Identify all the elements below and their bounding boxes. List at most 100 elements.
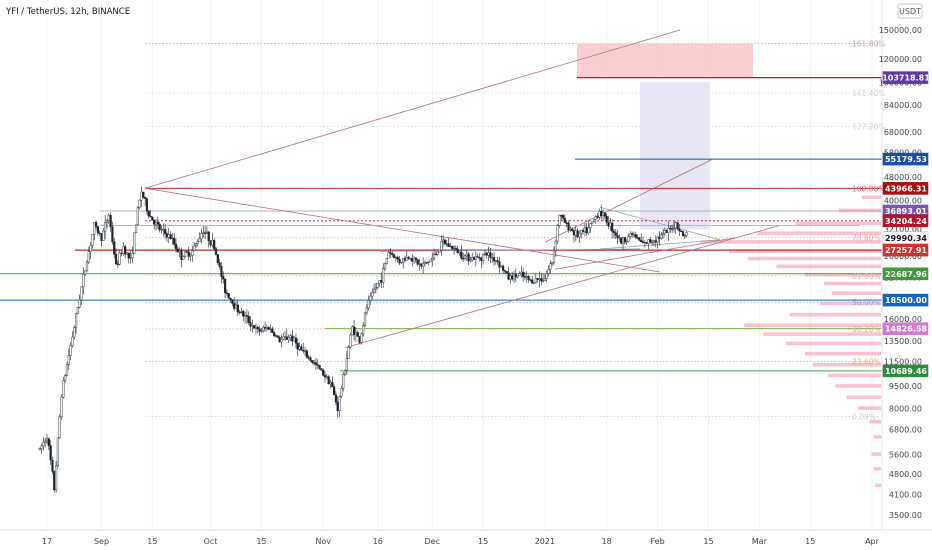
candle-body [471, 257, 474, 261]
candle-body [302, 350, 305, 352]
candle-body [625, 241, 628, 243]
candle-body [485, 252, 488, 256]
candle-body [263, 327, 267, 329]
candle-body [267, 327, 270, 330]
candle-body [663, 229, 666, 234]
candle-body [681, 231, 685, 237]
candle-body [202, 232, 205, 234]
candle-body [643, 241, 646, 244]
candle-body [452, 247, 456, 250]
candle-body [531, 279, 534, 284]
candle-body [331, 382, 334, 388]
candle-body [398, 258, 401, 264]
price-tick-label: 6800.00 [889, 425, 922, 434]
candle-body [109, 214, 112, 227]
price-label-box [882, 182, 929, 195]
price-tick-label: 9500.00 [889, 382, 922, 391]
candle-body [333, 386, 336, 395]
candle-body [627, 236, 630, 242]
candle-body [509, 275, 512, 280]
candle-body [380, 280, 383, 283]
candle-body [365, 307, 368, 314]
candle-body [538, 278, 541, 280]
candle-body [158, 223, 161, 231]
time-axis[interactable]: 17 Sep 15 Oct 15 Nov 16 Dec 15 2021 18 Feb 15 Mar 15 Ap… [42, 537, 880, 546]
candle-body [329, 382, 332, 385]
candle-body [89, 245, 92, 252]
volume-profile-bar [776, 264, 881, 269]
candle-body [420, 263, 423, 267]
candle-body [620, 237, 623, 244]
trend-line [599, 239, 721, 250]
candle-body [74, 313, 78, 328]
candle-body [534, 278, 537, 283]
candle-body [231, 299, 234, 304]
price-label-box [882, 243, 929, 257]
price-tick-label: 68000.00 [884, 128, 922, 137]
price-label-text: 43966.31 [885, 184, 927, 193]
candle-body [374, 287, 378, 290]
candle-body [556, 225, 559, 242]
candle-body [360, 333, 363, 343]
volume-profile-bar [858, 406, 881, 410]
candle-body [283, 336, 287, 338]
candle-body [136, 207, 139, 225]
candle-body [442, 239, 445, 242]
candle-body [491, 257, 494, 259]
candle-body [174, 244, 178, 250]
volume-profile-bar [805, 351, 881, 356]
candle-body [162, 228, 165, 231]
price-label-box [882, 214, 929, 228]
candle-body [478, 257, 481, 259]
candle-body [522, 271, 525, 277]
candle-body [476, 256, 479, 258]
chart-title: YFI / TetherUS, 12h, BINANCE [5, 7, 130, 17]
candle-body [665, 229, 668, 233]
candle-body [465, 253, 468, 256]
trend-line [554, 237, 736, 270]
candle-body [340, 388, 343, 397]
candle-body [460, 251, 463, 259]
candle-body [525, 276, 528, 278]
candle-body [636, 237, 639, 239]
candle-body [609, 222, 612, 227]
candle-body [396, 256, 399, 260]
candle-body [385, 258, 388, 264]
candle-body [580, 230, 583, 234]
fib-level-label: 127.20% [852, 123, 885, 132]
candle-body [583, 227, 586, 232]
candle-body [527, 276, 530, 280]
candle-body [44, 440, 47, 443]
candle-body [581, 230, 585, 232]
candle-body [472, 257, 476, 260]
candle-body [104, 222, 107, 232]
candle-body [94, 222, 98, 227]
candle-body [563, 217, 566, 224]
volume-profile-bar [700, 240, 881, 244]
candle-body [347, 347, 350, 359]
candle-body [618, 237, 621, 239]
price-axis[interactable]: 3500.00 4100.00 4800.00 5600.00 6800.00 8000.… [879, 26, 930, 520]
volume-profile-bar [824, 281, 881, 286]
candle-body [412, 257, 416, 262]
candle-body [78, 299, 81, 308]
candle-body [545, 273, 548, 279]
price-label-box [882, 231, 929, 245]
candle-body [98, 232, 101, 234]
candle-body [363, 312, 367, 326]
candle-body [296, 343, 299, 350]
currency-badge[interactable]: USDT [897, 3, 923, 19]
candle-body [291, 335, 294, 342]
trend-line [544, 159, 713, 243]
candle-body [345, 358, 348, 371]
candle-body [176, 248, 179, 253]
time-tick-label: Feb [650, 537, 664, 546]
price-label-box [882, 71, 929, 84]
candle-body [394, 256, 397, 259]
candle-body [632, 234, 636, 236]
candle-body [407, 257, 410, 259]
price-label-text: 36893.01 [885, 207, 927, 216]
candle-body [269, 328, 272, 330]
time-tick-label: Dec [425, 537, 440, 546]
